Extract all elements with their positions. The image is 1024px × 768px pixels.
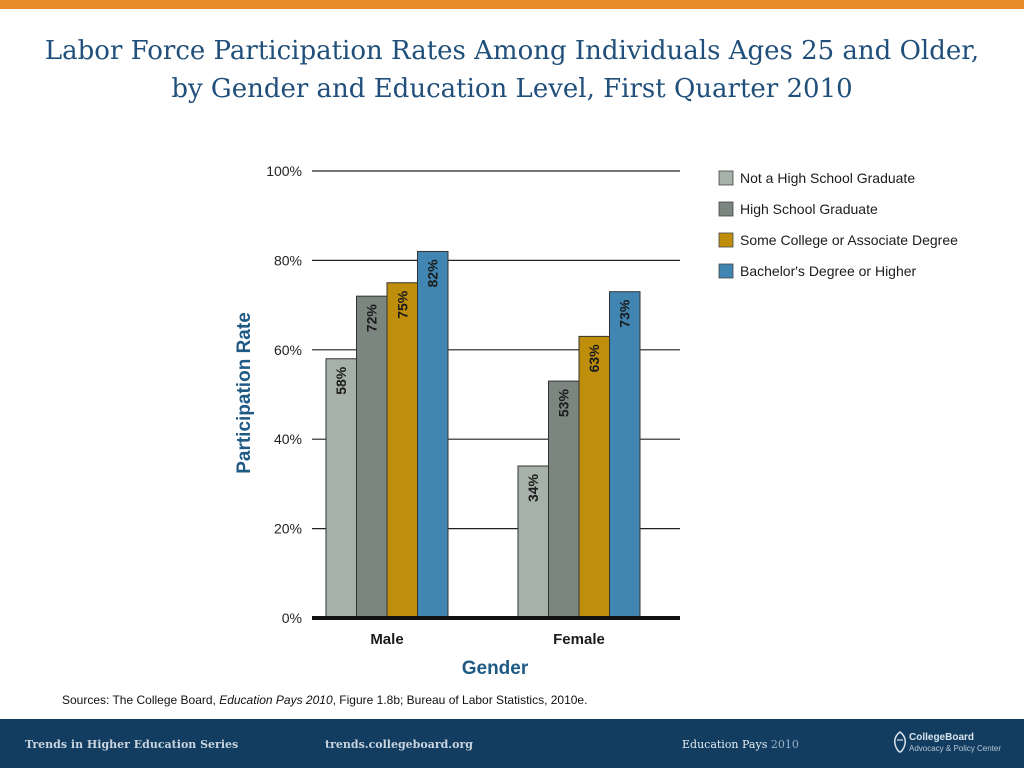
y-tick-label: 0% <box>282 610 302 626</box>
bar-value-label: 73% <box>617 299 633 328</box>
legend-label: Not a High School Graduate <box>740 170 915 186</box>
x-category-label: Male <box>370 631 403 648</box>
bar <box>517 465 549 619</box>
y-axis-title: Participation Rate <box>234 312 255 474</box>
acorn-icon <box>894 731 906 753</box>
bar <box>609 291 641 619</box>
source-suffix: , Figure 1.8b; Bureau of Labor Statistic… <box>332 693 588 707</box>
bar <box>386 282 418 619</box>
legend-swatch <box>718 232 734 248</box>
y-tick-label: 80% <box>274 252 302 268</box>
y-tick-label: 40% <box>274 431 302 447</box>
legend-swatch <box>718 170 734 186</box>
source-prefix: Sources: The College Board, <box>62 693 220 707</box>
y-tick-label: 100% <box>266 163 302 179</box>
bar-value-label: 34% <box>525 473 541 502</box>
legend-label: Bachelor's Degree or Higher <box>740 263 917 279</box>
bar <box>417 250 449 619</box>
legend-swatch <box>718 263 734 279</box>
logo-brand: CollegeBoard <box>909 732 975 743</box>
x-category-label: Female <box>553 631 605 648</box>
footer-education-pays: Education Pays 2010 <box>682 738 799 751</box>
bar <box>325 358 357 619</box>
footer-series-title: Trends in Higher Education Series <box>25 738 239 751</box>
collegeboard-logo: CollegeBoard Advocacy & Policy Center <box>893 730 1013 760</box>
bar-value-label: 58% <box>333 366 349 395</box>
legend-swatch <box>718 201 734 217</box>
footer-website-link[interactable]: trends.collegeboard.org <box>325 738 473 751</box>
bar-value-label: 63% <box>586 344 602 373</box>
logo-subtitle: Advocacy & Policy Center <box>909 744 1002 753</box>
y-tick-label: 20% <box>274 521 302 537</box>
footer-pays-year: 2010 <box>770 738 799 751</box>
footer-pays-label: Education Pays <box>682 738 768 751</box>
x-axis-title: Gender <box>462 658 529 679</box>
page-title: Labor Force Participation Rates Among In… <box>44 36 980 104</box>
bar <box>578 335 610 619</box>
footer-bar: Trends in Higher Education Series trends… <box>0 719 1024 768</box>
source-publication: Education Pays 2010 <box>219 693 333 707</box>
bar-value-label: 53% <box>556 389 572 418</box>
y-tick-label: 60% <box>274 342 302 358</box>
legend-label: High School Graduate <box>740 201 878 217</box>
bar <box>356 295 388 619</box>
bar-value-label: 72% <box>364 304 380 333</box>
bar-value-label: 82% <box>425 259 441 288</box>
bar-chart: 0% 20% 40% 60% 80% 100% 58% 34% 72% 53% 75% 63% 82% 7… <box>234 163 958 679</box>
top-accent-bar <box>0 0 1024 9</box>
legend-label: Some College or Associate Degree <box>740 232 958 248</box>
bar <box>548 380 580 619</box>
source-note: Sources: The College Board, Education Pa… <box>62 693 587 707</box>
bar-value-label: 75% <box>394 290 410 319</box>
